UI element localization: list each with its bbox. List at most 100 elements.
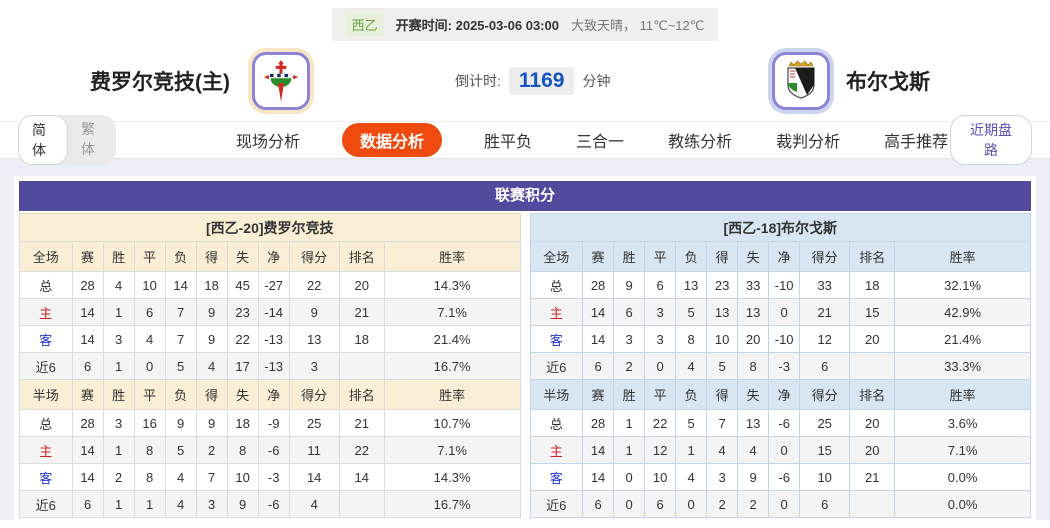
stat-cell: 0 [768,490,801,518]
stat-cell: 1 [613,436,646,464]
away-standings-table: 全场赛胜平负得失净得分 排名 胜率总 28 9 6 13 23 33 -10 33 18 32.1% 主 1… [529,241,1032,518]
column-header: 赛 [71,379,104,410]
stat-cell: 16 [133,409,166,437]
stat-cell: 28 [582,271,615,299]
home-standings-table: 全场赛胜平负得失净得分 排名 胜率总 28 4 10 14 18 45 -27 22 20 14.3% 主… [19,241,521,518]
stat-cell: 21.4% [894,325,1031,353]
stat-cell: 14 [582,325,615,353]
stat-cell: 10 [226,463,259,491]
nav-tab-6[interactable]: 高手推荐 [884,134,949,151]
stat-cell: 3 [195,490,228,518]
stat-cell: 1 [102,352,135,380]
column-header: 平 [644,241,677,272]
away-section-header-row: 全场赛胜平负得失净得分 排名 胜率 [529,241,1031,272]
countdown-unit: 分钟 [582,73,611,89]
stat-cell: 2 [737,490,770,518]
recent-trend-button[interactable]: 近期盘路 [950,115,1032,165]
stat-cell: 2 [195,436,228,464]
stat-cell: -6 [768,463,801,491]
stat-cell: 15 [799,436,851,464]
stat-cell: 4 [706,436,739,464]
lang-simplified-button[interactable]: 简体 [18,115,68,165]
stat-cell: 14 [71,325,104,353]
stat-cell: 1 [102,490,135,518]
away-stats-row: 近6 6 0 6 0 2 2 0 6 0.0% [529,490,1031,518]
row-label: 近6 [529,352,584,380]
nav-tab-3[interactable]: 三合一 [576,134,625,151]
stat-cell: 0 [644,352,677,380]
home-stats-row: 客 14 2 8 4 7 10 -3 14 14 14.3% [19,463,521,491]
nav-tab-4[interactable]: 教练分析 [668,134,733,151]
stat-cell: 28 [582,409,615,437]
stat-cell: 13 [737,298,770,326]
column-header: 得分 [288,241,340,272]
column-header: 得 [195,379,228,410]
stat-cell: 3 [102,409,135,437]
stat-cell: -6 [257,436,290,464]
stat-cell: 1 [675,436,708,464]
stat-cell: 9 [737,463,770,491]
stat-cell: -13 [257,325,290,353]
home-standings-panel: [西乙-20]费罗尔竞技 全场赛胜平负得失净得分 排名 胜率总 28 4 10 14 18 45… [19,213,521,518]
away-stats-row: 总 28 1 22 5 7 13 -6 25 20 3.6% [529,409,1031,437]
row-label: 总 [529,409,584,437]
stat-cell: 7 [164,325,197,353]
stat-cell: 12 [644,436,677,464]
stat-cell: 20 [849,325,896,353]
stat-cell: 0 [768,436,801,464]
stat-cell: 33 [737,271,770,299]
stat-cell: 3 [644,298,677,326]
stat-cell: 33 [799,271,851,299]
nav-tab-2[interactable]: 胜平负 [484,134,533,151]
language-toggle: 简体 繁体 [18,115,116,165]
lang-traditional-button[interactable]: 繁体 [81,121,95,157]
home-team-name: 费罗尔竞技(主) [90,71,230,94]
countdown-label: 倒计时: [455,73,501,89]
weather-info: 大致天晴， 11℃~12℃ [570,18,705,33]
away-team-logo [772,52,830,110]
stat-cell: 28 [71,409,104,437]
stat-cell: 4 [164,490,197,518]
stat-cell: 12 [799,325,851,353]
stat-cell: 0 [675,490,708,518]
stat-cell: 3 [706,463,739,491]
nav-tab-5[interactable]: 裁判分析 [776,134,841,151]
nav-tab-1[interactable]: 数据分析 [342,123,443,157]
nav-tab-0[interactable]: 现场分析 [236,134,301,151]
column-header: 半场 [529,379,584,410]
stat-cell: 13 [288,325,340,353]
stat-cell: 13 [706,298,739,326]
stat-cell: 9 [195,409,228,437]
stat-cell: -10 [768,271,801,299]
stat-cell: 6 [582,352,615,380]
stat-cell: 3 [288,352,340,380]
column-header: 得分 [799,379,851,410]
stat-cell: 10 [799,463,851,491]
column-header: 半场 [19,379,73,410]
stat-cell: 14.3% [383,271,521,299]
stat-cell [849,490,896,518]
column-header: 胜 [613,379,646,410]
stat-cell: 6 [799,352,851,380]
stat-cell: 22 [288,271,340,299]
stat-cell [849,352,896,380]
stat-cell: 7 [164,298,197,326]
stat-cell: 1 [613,409,646,437]
stat-cell: 4 [675,463,708,491]
stat-cell: 5 [675,298,708,326]
stat-cell: 2 [613,352,646,380]
stat-cell: 4 [133,325,166,353]
home-stats-row: 客 14 3 4 7 9 22 -13 13 18 21.4% [19,325,521,353]
home-standings-header: [西乙-20]费罗尔竞技 [19,213,521,241]
stat-cell: 13 [675,271,708,299]
stat-cell: 5 [675,409,708,437]
stat-cell: 22 [226,325,259,353]
nav-bar: 简体 繁体 现场分析 数据分析 胜平负 三合一 教练分析 裁判分析 高手推荐 近期盘路 [0,115,1050,165]
stat-cell: 9 [195,298,228,326]
stat-cell: 9 [613,271,646,299]
stat-cell: 7 [706,409,739,437]
column-header: 净 [257,241,290,272]
stat-cell: 3 [613,325,646,353]
stat-cell: 20 [849,436,896,464]
home-stats-row: 总 28 4 10 14 18 45 -27 22 20 14.3% [19,271,521,299]
